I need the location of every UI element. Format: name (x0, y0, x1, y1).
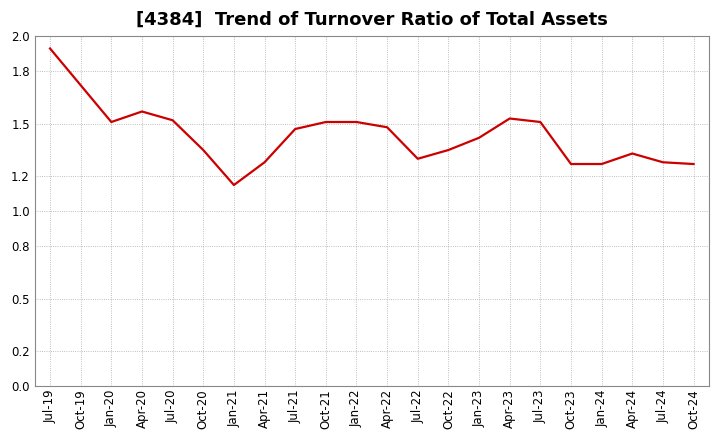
Title: [4384]  Trend of Turnover Ratio of Total Assets: [4384] Trend of Turnover Ratio of Total … (136, 11, 608, 29)
